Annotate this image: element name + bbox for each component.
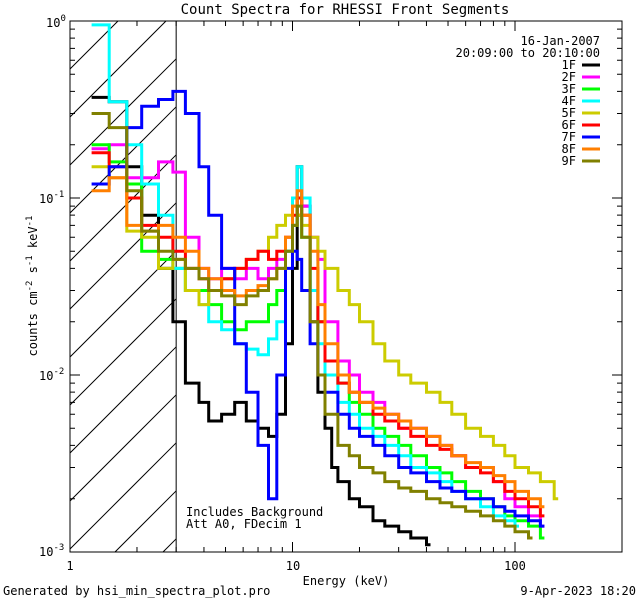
y-tick-label-1e-2: 10-2 [39,367,64,383]
legend-label-1F: 1F [562,58,576,72]
x-tick-label-100: 100 [504,559,526,573]
legend-label-4F: 4F [562,94,576,108]
series-line-4F [91,23,519,528]
series-line-5F [91,165,559,501]
footer-timestamp: 9-Apr-2023 18:20 [520,584,636,598]
x-tick-label-1: 1 [66,559,73,573]
y-tick-label-1e-3: 10-3 [39,543,64,559]
observation-date: 16-Jan-2007 [521,34,600,48]
hatch-lines [69,20,177,553]
legend-label-5F: 5F [562,106,576,120]
legend-label-9F: 9F [562,154,576,168]
series-line-8F [91,176,545,509]
x-tick-label-10: 10 [286,559,300,573]
footer-generator: Generated by hsi_min_spectra_plot.pro [3,584,270,598]
legend-label-2F: 2F [562,70,576,84]
legend-label-8F: 8F [562,142,576,156]
series-layer [91,23,559,547]
y-tick-label-1e-1: 10-1 [39,190,64,206]
legend-label-6F: 6F [562,118,576,132]
series-line-7F [91,89,545,528]
annotation-background: Includes Background [186,505,323,519]
legend-label-7F: 7F [562,130,576,144]
series-line-1F [91,95,431,547]
y-axis-label: counts cm-2 s-1 keV-1 [25,216,40,357]
series-line-9F [91,112,533,540]
plot-frame [69,20,623,553]
observation-time-range: 20:09:00 to 20:10:00 [456,46,601,60]
y-tick-label-1e0: 100 [46,14,66,30]
chart-title: Count Spectra for RHESSI Front Segments [181,2,510,18]
tick-marks [69,21,622,553]
x-axis-label: Energy (keV) [303,574,390,588]
legend-label-3F: 3F [562,82,576,96]
axis-ticks [69,21,622,553]
low-energy-hatched-region [69,20,177,553]
annotation-attenuator: Att A0, FDecim 1 [186,517,302,531]
